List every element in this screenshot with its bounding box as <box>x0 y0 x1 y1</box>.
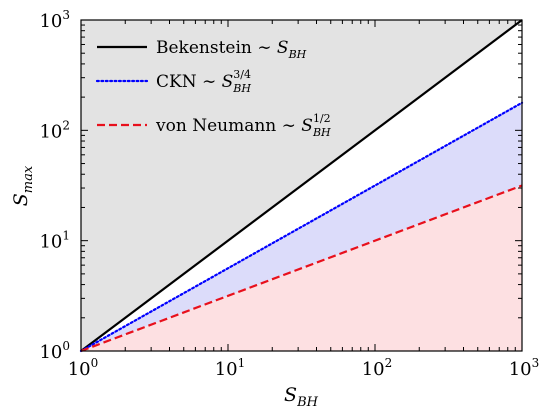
series-line-1 <box>79 101 524 353</box>
y-tick-label: 100 <box>39 339 70 363</box>
x-tick-label: 101 <box>215 356 246 380</box>
y-axis-label: Smax <box>10 165 36 206</box>
legend-label-0: Bekenstein ∼ SBH <box>156 38 307 61</box>
series-line-2 <box>80 184 523 353</box>
x-tick-label: 100 <box>68 356 99 380</box>
plot-frame <box>80 19 523 352</box>
y-tick-label: 103 <box>39 8 70 32</box>
axis-ticks <box>80 19 523 352</box>
series-lines <box>79 19 524 353</box>
legend-label-1: CKN ∼ SBH3/4 <box>156 68 251 95</box>
x-tick-label: 103 <box>509 356 540 380</box>
series-line-0 <box>80 19 523 352</box>
x-axis-label: SBH <box>284 384 319 409</box>
legend: Bekenstein ∼ SBH CKN ∼ SBH3/4 von Neumann … <box>95 38 331 139</box>
legend-label-2: von Neumann ∼ SBH1/2 <box>155 112 331 139</box>
y-tick-label: 101 <box>39 229 70 253</box>
x-tick-label: 102 <box>362 356 393 380</box>
y-tick-label: 102 <box>39 118 70 142</box>
tick-labels: 100 101 102 103 100 101 102 103 <box>39 8 539 380</box>
